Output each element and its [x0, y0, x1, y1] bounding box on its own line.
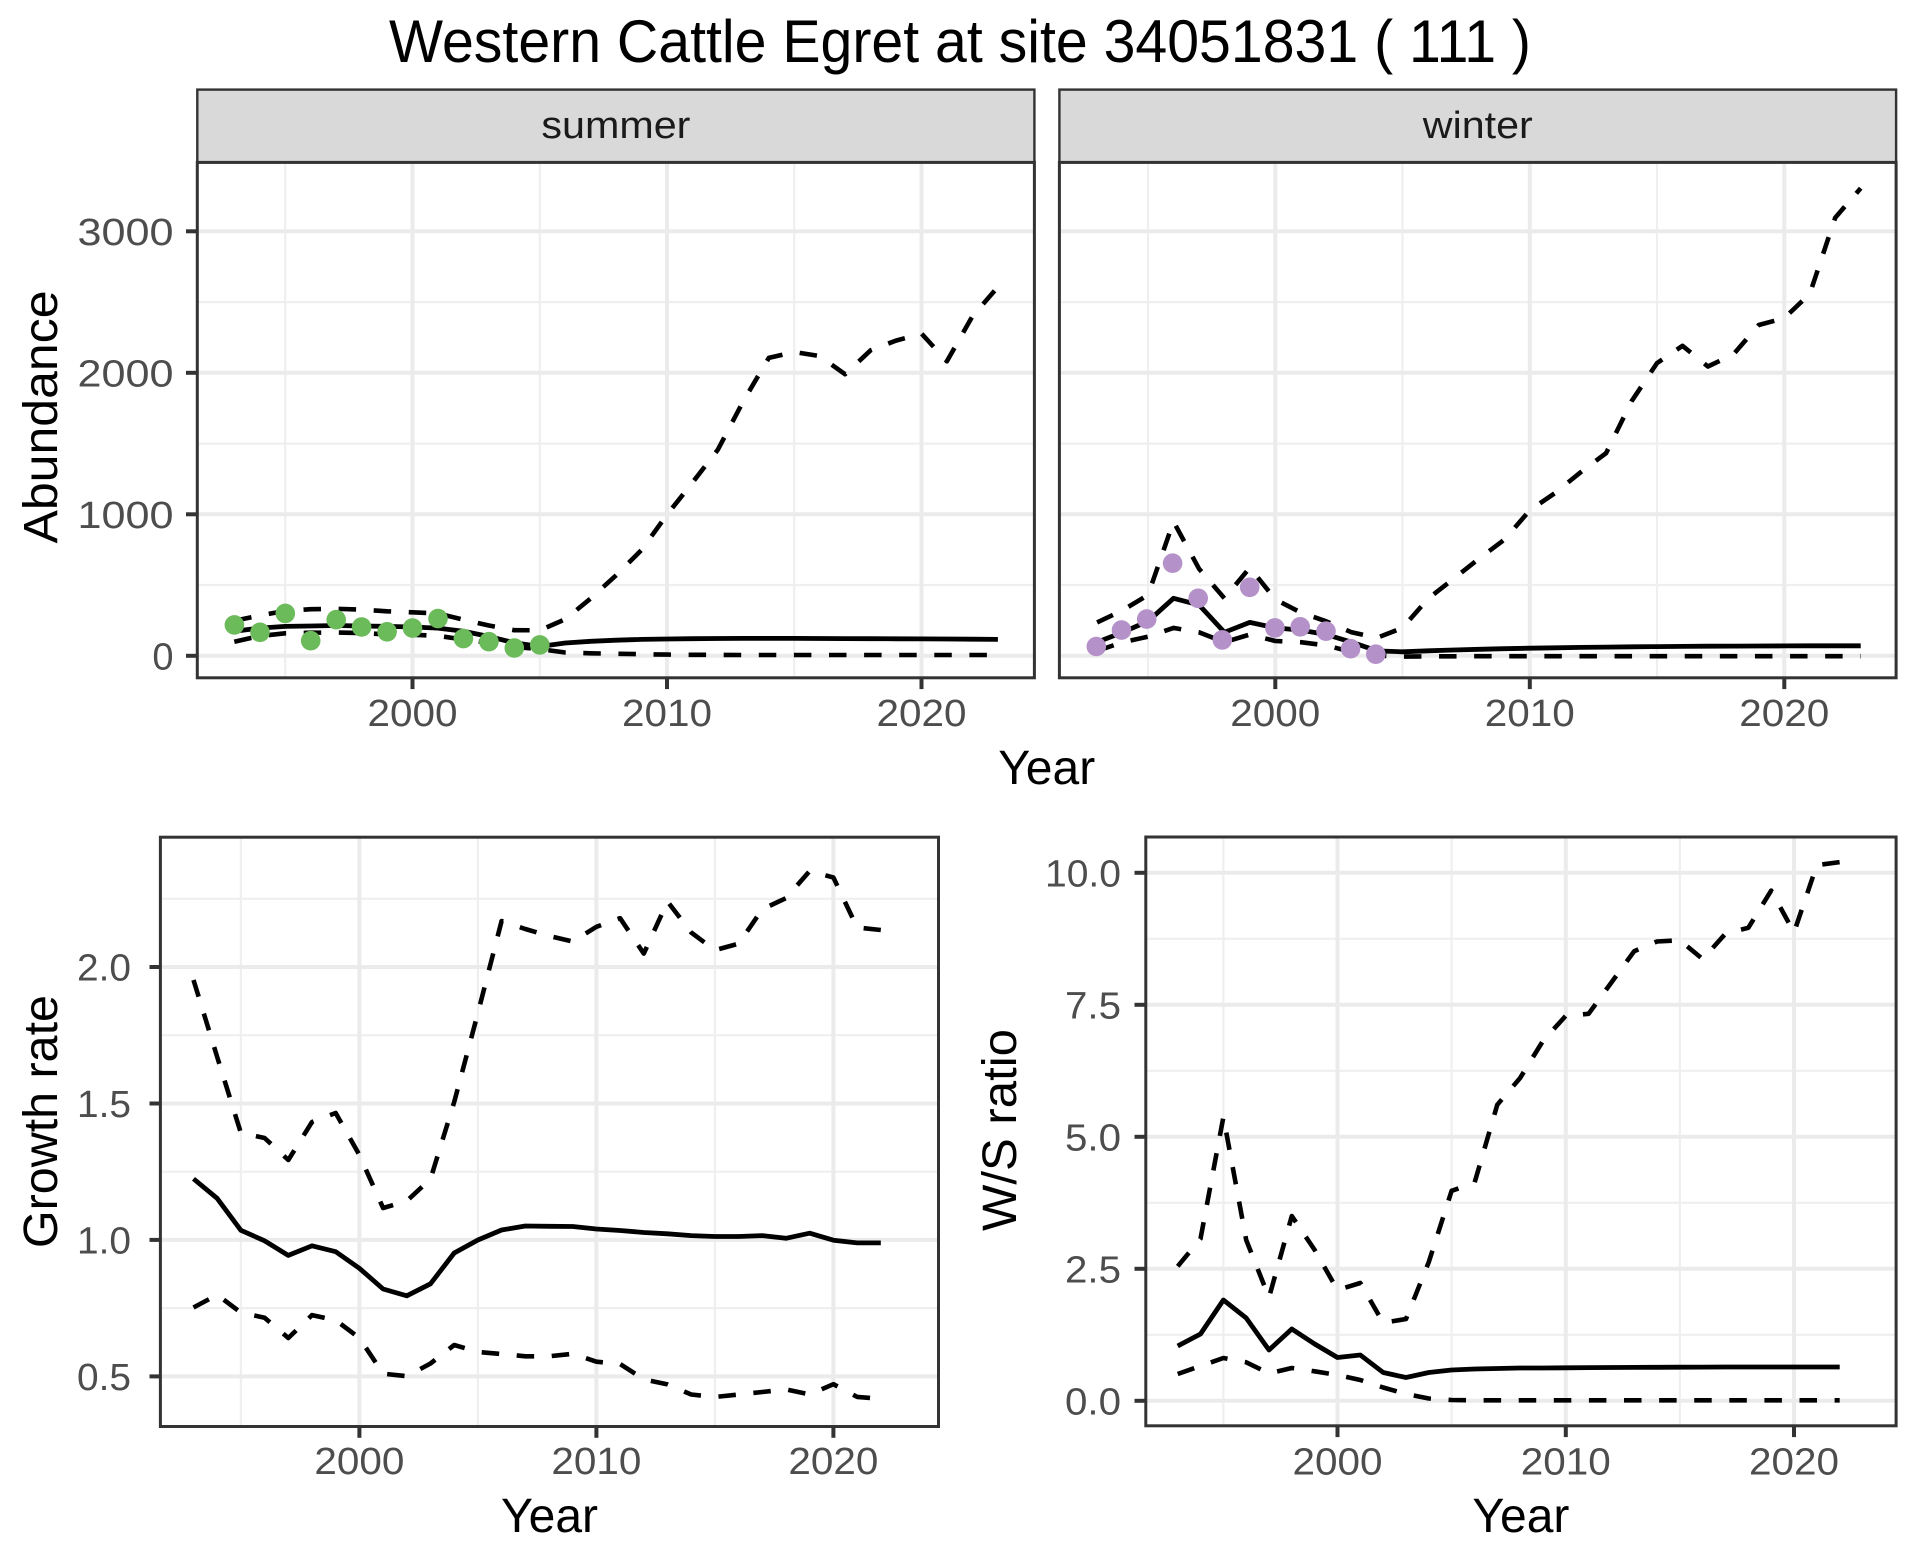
- svg-text:10.0: 10.0: [1045, 853, 1121, 895]
- svg-text:Western Cattle Egret at site 3: Western Cattle Egret at site 34051831 ( …: [389, 8, 1531, 75]
- svg-text:3000: 3000: [78, 212, 174, 254]
- svg-text:2020: 2020: [1739, 693, 1829, 735]
- svg-text:5.0: 5.0: [1065, 1117, 1121, 1159]
- svg-text:2010: 2010: [551, 1441, 641, 1483]
- svg-text:2020: 2020: [788, 1441, 878, 1483]
- svg-text:2000: 2000: [1230, 693, 1320, 735]
- svg-text:1000: 1000: [78, 495, 174, 537]
- svg-text:Year: Year: [501, 1490, 598, 1543]
- svg-text:2020: 2020: [877, 693, 967, 735]
- svg-text:2000: 2000: [78, 353, 174, 395]
- svg-text:winter: winter: [1422, 105, 1533, 147]
- svg-text:1.0: 1.0: [77, 1220, 131, 1262]
- svg-text:2010: 2010: [1485, 693, 1575, 735]
- svg-text:2.5: 2.5: [1065, 1249, 1121, 1291]
- svg-text:Abundance: Abundance: [15, 290, 68, 543]
- svg-text:W/S ratio: W/S ratio: [974, 1029, 1027, 1231]
- svg-text:Year: Year: [998, 742, 1095, 795]
- svg-text:7.5: 7.5: [1065, 985, 1121, 1027]
- svg-text:2000: 2000: [314, 1441, 404, 1483]
- svg-text:2020: 2020: [1749, 1442, 1839, 1484]
- svg-text:0.5: 0.5: [77, 1357, 131, 1399]
- svg-text:Year: Year: [1472, 1490, 1569, 1543]
- svg-text:Growth rate: Growth rate: [15, 995, 68, 1248]
- svg-text:0: 0: [152, 636, 173, 678]
- svg-text:2010: 2010: [1521, 1442, 1611, 1484]
- svg-text:2000: 2000: [368, 693, 458, 735]
- svg-text:summer: summer: [541, 105, 690, 147]
- svg-text:2000: 2000: [1293, 1442, 1383, 1484]
- svg-text:0.0: 0.0: [1065, 1381, 1121, 1423]
- svg-text:2.0: 2.0: [77, 948, 131, 990]
- svg-text:1.5: 1.5: [77, 1084, 131, 1126]
- svg-text:2010: 2010: [622, 693, 712, 735]
